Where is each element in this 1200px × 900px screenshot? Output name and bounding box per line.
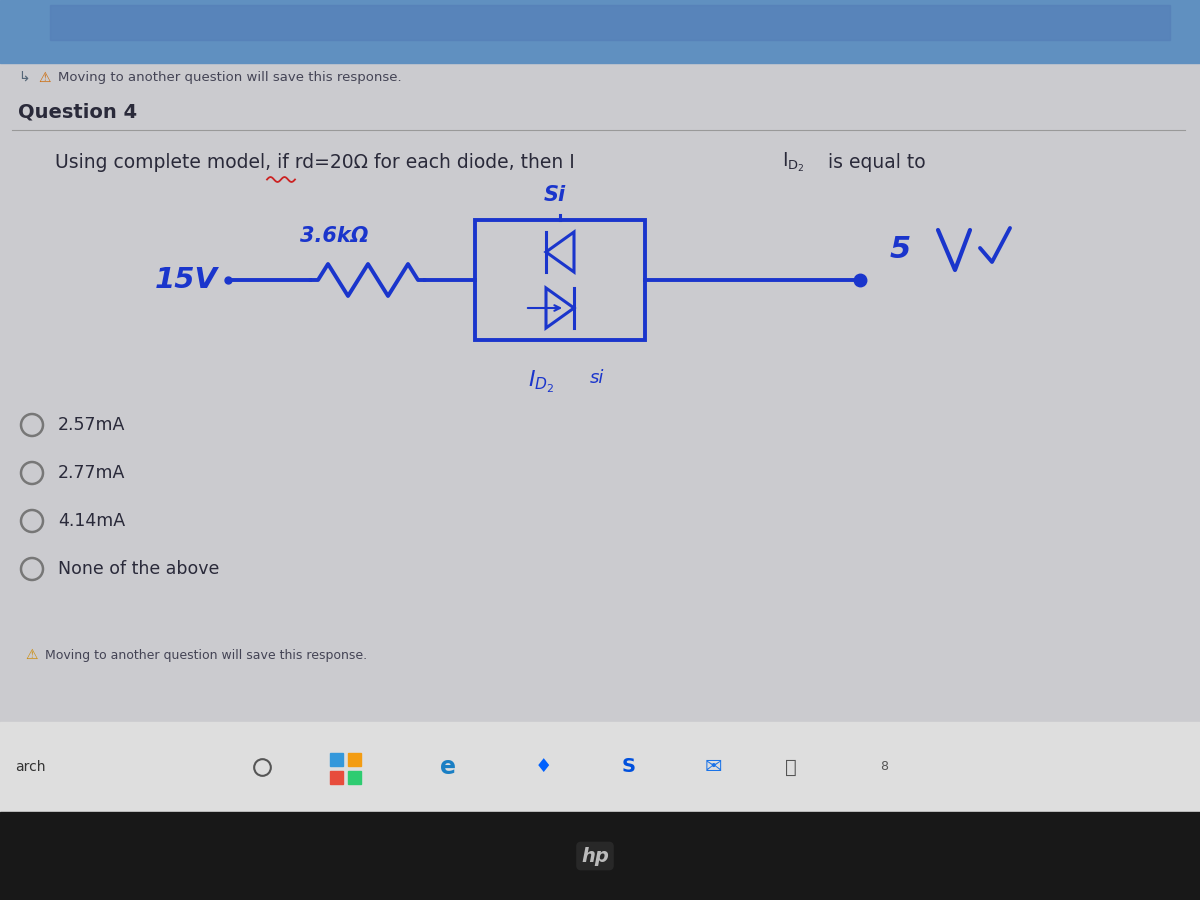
Text: S: S bbox=[622, 758, 636, 777]
Text: Question 4: Question 4 bbox=[18, 103, 137, 122]
Bar bbox=[0, 0, 1200, 63]
Text: Moving to another question will save this response.: Moving to another question will save thi… bbox=[58, 71, 402, 85]
Text: $\mathregular{I_{D_2}}$: $\mathregular{I_{D_2}}$ bbox=[782, 150, 805, 174]
Bar bbox=[0, 0, 1200, 805]
Text: $I_{D_2}$: $I_{D_2}$ bbox=[528, 369, 554, 395]
Text: arch: arch bbox=[14, 760, 46, 774]
Text: is equal to: is equal to bbox=[822, 152, 925, 172]
Text: Moving to another question will save this response.: Moving to another question will save thi… bbox=[46, 649, 367, 662]
Bar bbox=[0, 812, 1200, 900]
Text: ⚠: ⚠ bbox=[25, 648, 37, 662]
Text: 5: 5 bbox=[890, 236, 911, 265]
Text: None of the above: None of the above bbox=[58, 560, 220, 578]
Text: 15V: 15V bbox=[155, 266, 218, 294]
Text: e: e bbox=[440, 755, 456, 779]
Text: Using complete model, if rd=20Ω for each diode, then I: Using complete model, if rd=20Ω for each… bbox=[55, 152, 575, 172]
Bar bbox=[348, 771, 361, 784]
Bar bbox=[475, 220, 646, 340]
Bar bbox=[0, 722, 1200, 812]
Text: hp: hp bbox=[581, 847, 608, 866]
Text: Si: Si bbox=[544, 185, 566, 205]
Text: si: si bbox=[590, 369, 605, 387]
Text: ⚠: ⚠ bbox=[38, 71, 50, 85]
Bar bbox=[50, 5, 1170, 40]
Text: 8: 8 bbox=[880, 760, 888, 773]
Text: ↳: ↳ bbox=[18, 71, 30, 85]
Text: ⛳: ⛳ bbox=[785, 758, 797, 777]
Text: 4.14mA: 4.14mA bbox=[58, 512, 125, 530]
Bar bbox=[330, 753, 343, 766]
Text: 2.57mA: 2.57mA bbox=[58, 416, 125, 434]
Text: 2.77mA: 2.77mA bbox=[58, 464, 125, 482]
Bar bbox=[330, 771, 343, 784]
Text: ✉: ✉ bbox=[706, 757, 722, 777]
Text: ♦: ♦ bbox=[535, 758, 552, 777]
Text: 3.6kΩ: 3.6kΩ bbox=[300, 226, 368, 246]
Bar bbox=[348, 753, 361, 766]
